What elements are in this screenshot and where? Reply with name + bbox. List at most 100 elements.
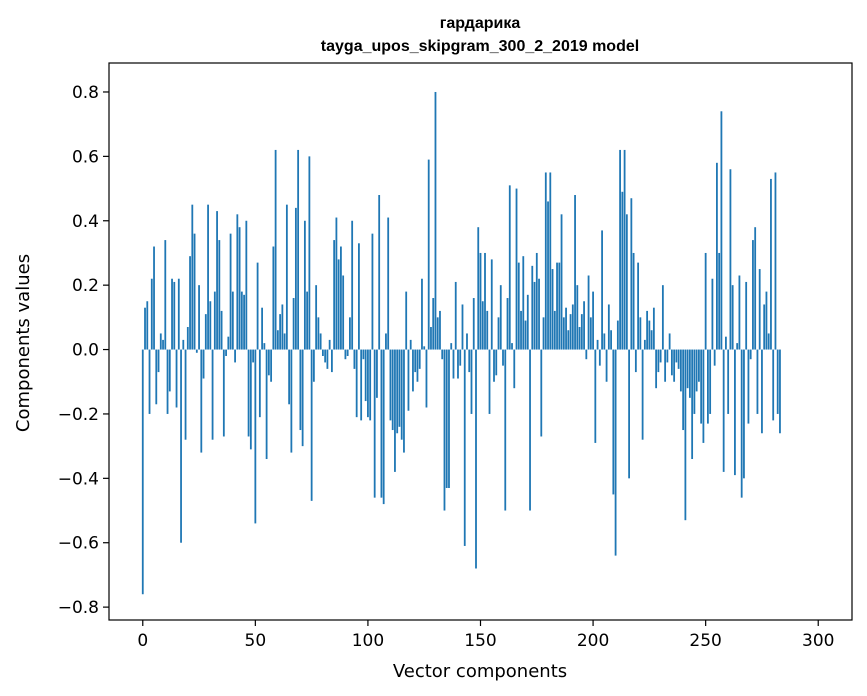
bar: [495, 349, 498, 376]
bar: [770, 178, 772, 350]
bar: [191, 204, 194, 350]
bar: [574, 195, 576, 350]
bar: [164, 240, 167, 350]
bar: [405, 291, 408, 350]
bar: [475, 349, 477, 569]
bar: [340, 246, 342, 350]
bar: [740, 349, 743, 498]
bar: [423, 346, 426, 350]
bar: [229, 233, 232, 350]
bar: [213, 291, 216, 350]
bar: [200, 349, 203, 453]
bar: [394, 349, 396, 472]
bar: [594, 349, 597, 443]
bar: [265, 349, 268, 460]
bar: [738, 275, 741, 350]
bar: [461, 304, 464, 350]
bar: [389, 349, 392, 421]
bar: [355, 349, 358, 418]
bar: [360, 349, 363, 421]
bar: [364, 349, 367, 402]
bar: [297, 149, 300, 350]
bar: [337, 259, 340, 350]
y-tick-label: −0.2: [58, 405, 99, 425]
bar: [688, 349, 691, 398]
bar: [463, 349, 466, 546]
bar: [430, 327, 432, 350]
bar: [378, 195, 381, 350]
bars-group: [141, 91, 781, 595]
bar: [772, 349, 775, 421]
bar: [326, 349, 329, 369]
bar: [477, 227, 480, 350]
bar: [333, 240, 336, 350]
bar: [466, 333, 468, 350]
bar: [661, 285, 664, 350]
bar: [414, 349, 417, 373]
bar: [189, 256, 191, 350]
bar: [157, 349, 160, 373]
bar: [598, 349, 601, 366]
bar: [346, 349, 349, 356]
bar: [175, 349, 178, 408]
bar: [524, 320, 527, 350]
bar: [198, 285, 200, 350]
bar: [511, 343, 513, 350]
bar: [285, 204, 288, 350]
y-tick-label: 0.4: [72, 212, 99, 232]
bar: [490, 259, 493, 350]
bar: [254, 349, 257, 524]
bar: [407, 349, 410, 411]
bar: [502, 349, 504, 366]
bar: [655, 349, 658, 389]
bar: [754, 227, 757, 350]
bar: [707, 349, 709, 424]
bar: [531, 265, 534, 350]
bar: [353, 349, 356, 369]
bar: [204, 314, 207, 350]
bar: [765, 291, 768, 350]
x-tick-label: 100: [352, 631, 384, 651]
bar: [168, 349, 171, 392]
bar: [195, 349, 198, 353]
bar: [734, 349, 736, 476]
bar: [675, 349, 678, 363]
x-tick-label: 50: [245, 631, 267, 651]
bar: [155, 349, 158, 405]
bar: [526, 294, 529, 350]
bar: [369, 349, 372, 421]
bar: [418, 349, 421, 369]
bar: [713, 349, 716, 366]
x-tick-label: 150: [464, 631, 496, 651]
bar: [283, 333, 286, 350]
bar: [202, 349, 205, 379]
bar: [736, 343, 739, 350]
bar: [177, 278, 180, 350]
bar: [409, 339, 412, 350]
bar: [704, 252, 707, 350]
bar: [585, 349, 588, 360]
bar: [558, 262, 561, 350]
bar: [443, 349, 446, 511]
bar: [146, 301, 149, 350]
x-tick-label: 300: [802, 631, 834, 651]
bar: [571, 304, 574, 350]
bar: [693, 349, 696, 414]
bar: [749, 349, 752, 360]
bar: [421, 278, 423, 350]
x-tick-label: 0: [137, 631, 148, 651]
bar: [247, 349, 250, 437]
y-tick-label: 0.0: [72, 341, 99, 361]
bar: [522, 256, 525, 350]
bar: [481, 301, 484, 350]
bar: [249, 349, 252, 450]
bar: [779, 349, 781, 434]
bar: [684, 349, 687, 521]
bar: [664, 349, 667, 382]
bar: [141, 349, 144, 595]
bar: [294, 207, 297, 350]
bar: [565, 307, 567, 350]
bar: [488, 349, 491, 414]
bar: [385, 333, 387, 350]
bar: [695, 349, 698, 392]
